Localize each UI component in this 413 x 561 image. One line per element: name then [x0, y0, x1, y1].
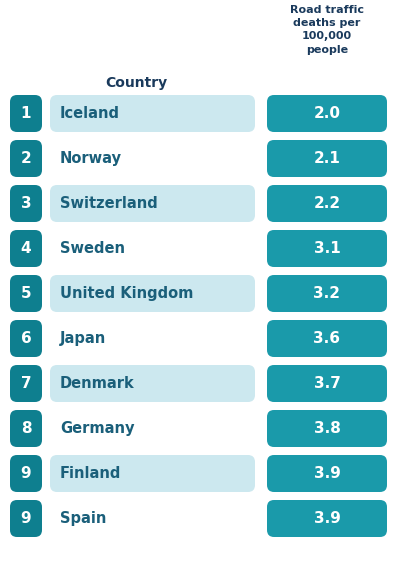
FancyBboxPatch shape — [10, 410, 42, 447]
FancyBboxPatch shape — [50, 230, 254, 267]
FancyBboxPatch shape — [10, 275, 42, 312]
Text: 3.2: 3.2 — [313, 286, 339, 301]
Text: 3: 3 — [21, 196, 31, 211]
Text: 3.7: 3.7 — [313, 376, 339, 391]
FancyBboxPatch shape — [10, 230, 42, 267]
FancyBboxPatch shape — [50, 410, 254, 447]
FancyBboxPatch shape — [50, 500, 254, 537]
Text: 3.9: 3.9 — [313, 511, 339, 526]
Text: 4: 4 — [21, 241, 31, 256]
FancyBboxPatch shape — [266, 230, 386, 267]
Text: 2.1: 2.1 — [313, 151, 339, 166]
FancyBboxPatch shape — [10, 455, 42, 492]
FancyBboxPatch shape — [266, 455, 386, 492]
FancyBboxPatch shape — [266, 410, 386, 447]
FancyBboxPatch shape — [50, 320, 254, 357]
Text: 3.1: 3.1 — [313, 241, 339, 256]
FancyBboxPatch shape — [10, 500, 42, 537]
Text: Japan: Japan — [60, 331, 106, 346]
FancyBboxPatch shape — [10, 140, 42, 177]
FancyBboxPatch shape — [266, 140, 386, 177]
FancyBboxPatch shape — [266, 185, 386, 222]
FancyBboxPatch shape — [50, 95, 254, 132]
FancyBboxPatch shape — [50, 455, 254, 492]
FancyBboxPatch shape — [266, 275, 386, 312]
FancyBboxPatch shape — [266, 500, 386, 537]
FancyBboxPatch shape — [50, 185, 254, 222]
FancyBboxPatch shape — [10, 320, 42, 357]
Text: 5: 5 — [21, 286, 31, 301]
FancyBboxPatch shape — [10, 95, 42, 132]
Text: 1: 1 — [21, 106, 31, 121]
Text: 7: 7 — [21, 376, 31, 391]
Text: Spain: Spain — [60, 511, 106, 526]
FancyBboxPatch shape — [10, 185, 42, 222]
Text: 2.0: 2.0 — [313, 106, 339, 121]
Text: United Kingdom: United Kingdom — [60, 286, 193, 301]
Text: Norway: Norway — [60, 151, 122, 166]
Text: Finland: Finland — [60, 466, 121, 481]
FancyBboxPatch shape — [50, 365, 254, 402]
Text: Denmark: Denmark — [60, 376, 134, 391]
FancyBboxPatch shape — [50, 140, 254, 177]
FancyBboxPatch shape — [50, 275, 254, 312]
Text: 8: 8 — [21, 421, 31, 436]
Text: 3.9: 3.9 — [313, 466, 339, 481]
Text: 9: 9 — [21, 511, 31, 526]
Text: Germany: Germany — [60, 421, 134, 436]
Text: 3.6: 3.6 — [313, 331, 339, 346]
FancyBboxPatch shape — [10, 365, 42, 402]
FancyBboxPatch shape — [266, 95, 386, 132]
Text: Sweden: Sweden — [60, 241, 125, 256]
Text: 3.8: 3.8 — [313, 421, 339, 436]
Text: Country: Country — [105, 76, 167, 90]
Text: 9: 9 — [21, 466, 31, 481]
Text: Switzerland: Switzerland — [60, 196, 157, 211]
Text: Iceland: Iceland — [60, 106, 120, 121]
Text: 6: 6 — [21, 331, 31, 346]
FancyBboxPatch shape — [266, 320, 386, 357]
Text: 2: 2 — [21, 151, 31, 166]
Text: 2.2: 2.2 — [313, 196, 340, 211]
Text: Road traffic
deaths per
100,000
people: Road traffic deaths per 100,000 people — [289, 5, 363, 54]
FancyBboxPatch shape — [266, 365, 386, 402]
